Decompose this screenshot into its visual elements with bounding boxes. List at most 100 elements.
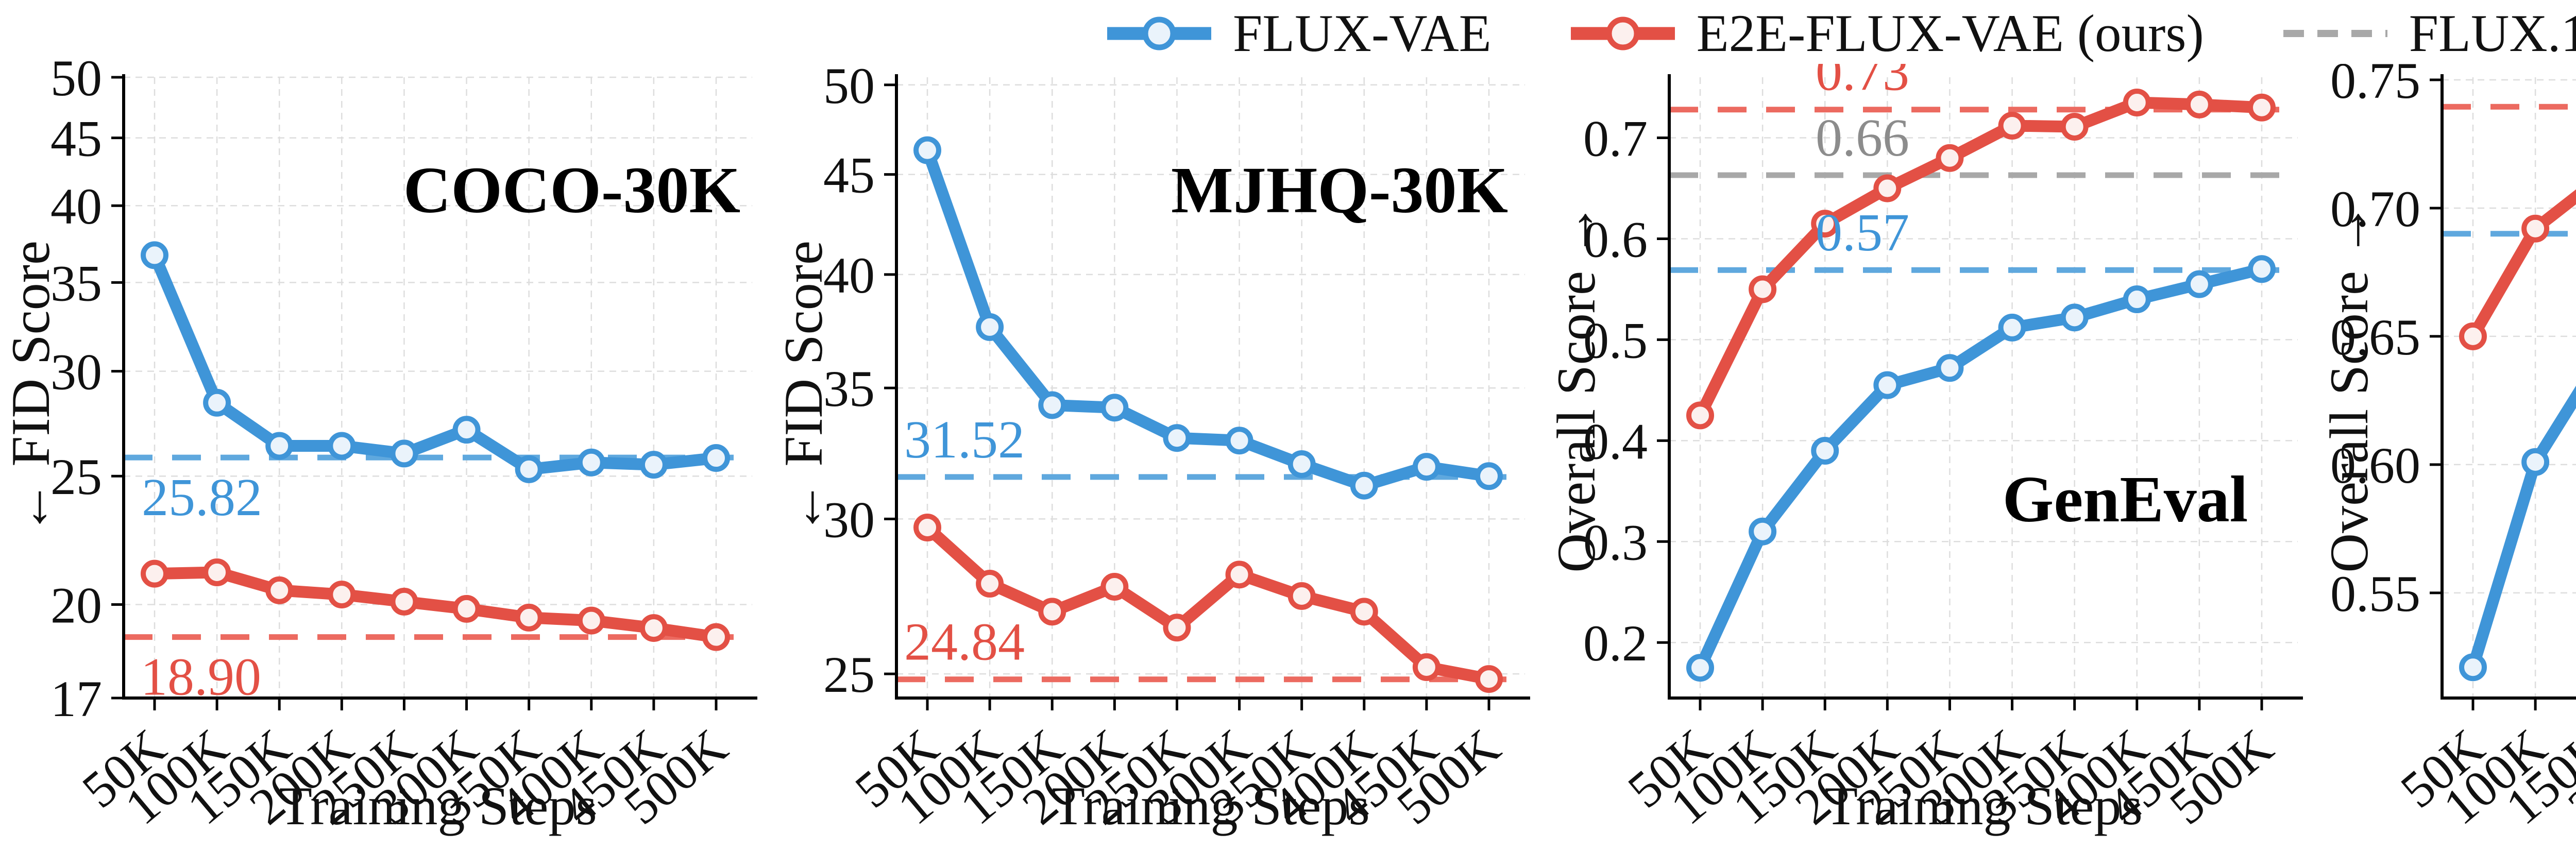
- ref-line-value-label: 31.52: [904, 410, 1025, 469]
- y-tick-label: 0.2: [1583, 615, 1648, 672]
- series-line: [2467, 385, 2576, 673]
- chart-title: COCO-30K: [403, 154, 740, 227]
- series-line: [1694, 96, 2268, 421]
- data-point-marker: [390, 587, 418, 616]
- data-point-marker: [1412, 653, 1440, 682]
- data-point-marker: [328, 581, 356, 609]
- data-point-marker: [141, 241, 168, 269]
- data-point-marker: [265, 432, 294, 460]
- data-point-marker: [1475, 665, 1503, 693]
- data-point-marker: [452, 594, 481, 623]
- y-tick-label: 30: [50, 344, 102, 401]
- data-point-marker: [976, 313, 1004, 341]
- ref-line-value-label: 0.66: [1816, 108, 1909, 167]
- data-point-marker: [577, 448, 605, 477]
- y-tick-label: 0.3: [1583, 514, 1648, 571]
- y-tick-label: 0.5: [1583, 312, 1648, 369]
- y-tick-label: 17: [50, 670, 102, 727]
- chart-title: GenEval: [2003, 463, 2248, 536]
- series-line: [921, 521, 1495, 685]
- data-point-marker: [2521, 448, 2550, 476]
- chart-mjhq-30k: 25 30 35 40 45 50 50K 100K 150K 200K 250K 300K 350K 4…: [773, 0, 1546, 850]
- series-line: [1694, 263, 2268, 674]
- y-tick-label: 25: [50, 448, 102, 505]
- data-point-marker: [1225, 427, 1253, 455]
- y-tick-label: 50: [823, 57, 875, 114]
- y-tick-label: 0.55: [2330, 565, 2420, 622]
- data-point-marker: [2185, 270, 2213, 298]
- data-point-marker: [1998, 112, 2026, 140]
- data-point-marker: [1475, 462, 1503, 490]
- data-point-marker: [1811, 436, 1839, 465]
- dashed-line-icon: [2283, 30, 2387, 37]
- data-point-marker: [1936, 354, 1964, 382]
- data-point-marker: [515, 603, 543, 632]
- data-point-marker: [1350, 471, 1378, 500]
- x-axis-label: Training Steps: [279, 776, 597, 836]
- data-point-marker: [702, 623, 730, 651]
- chart-title: MJHQ-30K: [1171, 154, 1508, 227]
- legend-item-flux-vae: FLUX-VAE: [1105, 3, 1492, 64]
- data-point-marker: [1100, 394, 1129, 422]
- data-point-marker: [1163, 614, 1191, 642]
- data-point-marker: [1350, 598, 1378, 626]
- chart-canvas: 0.550.600.650.700.7550K100K150K200K250K3…: [2319, 52, 2576, 836]
- data-point-marker: [1287, 450, 1316, 478]
- legend: FLUX-VAE E2E-FLUX-VAE (ours) FLUX.1-dev: [1105, 3, 2576, 64]
- data-point-marker: [1038, 391, 1066, 419]
- data-point-marker: [639, 614, 668, 642]
- data-point-marker: [1998, 313, 2026, 342]
- data-point-marker: [1686, 654, 1714, 682]
- y-tick-label: 0.60: [2330, 437, 2420, 494]
- y-tick-label: 25: [823, 646, 875, 703]
- data-point-marker: [2123, 88, 2151, 116]
- data-point-marker: [328, 432, 356, 460]
- x-axis-label: Training Steps: [1824, 776, 2142, 836]
- data-point-marker: [203, 388, 231, 417]
- data-point-marker: [2459, 322, 2487, 350]
- data-point-marker: [1225, 560, 1253, 589]
- data-point-marker: [2185, 90, 2213, 118]
- chart-canvas: 25303540455050K100K150K200K250K300K350K4…: [773, 57, 1530, 836]
- data-point-marker: [1412, 453, 1440, 481]
- series-line: [148, 249, 722, 475]
- y-tick-label: 45: [823, 147, 875, 204]
- data-point-marker: [639, 451, 668, 479]
- data-point-marker: [913, 136, 941, 164]
- data-point-marker: [1100, 572, 1129, 601]
- y-axis-label: Overall Score →: [2319, 202, 2379, 572]
- y-tick-label: 50: [50, 49, 102, 107]
- data-point-marker: [1873, 174, 1902, 202]
- data-point-marker: [1686, 401, 1714, 430]
- y-tick-label: 0.65: [2330, 309, 2420, 366]
- data-point-marker: [1811, 210, 1839, 238]
- data-point-marker: [1873, 371, 1902, 399]
- data-point-marker: [2459, 653, 2487, 682]
- chart-geneval: 0.2 0.3 0.4 0.5 0.6 0.7 50K 100K 150K 200K 250K 300…: [1546, 0, 2318, 850]
- y-tick-label: 30: [823, 491, 875, 548]
- chart-coco-30k: 17 20 25 30 35 40 45 50 50K 100K 150K 200K 250K 300K 3…: [0, 0, 773, 850]
- y-tick-label: 40: [50, 178, 102, 235]
- legend-label-e2e-flux-vae: E2E-FLUX-VAE (ours): [1696, 4, 2204, 63]
- data-point-marker: [2060, 113, 2089, 141]
- y-tick-label: 0.7: [1583, 110, 1648, 167]
- data-point-marker: [390, 439, 418, 468]
- data-point-marker: [515, 455, 543, 483]
- y-tick-label: 40: [823, 247, 875, 304]
- data-point-marker: [1749, 275, 1777, 303]
- y-tick-label: 35: [823, 360, 875, 417]
- y-tick-label: 45: [50, 110, 102, 167]
- data-point-marker: [2521, 214, 2550, 243]
- data-point-marker: [1936, 144, 1964, 172]
- y-axis-label: Overall Score →: [1546, 202, 1606, 572]
- series-line: [148, 566, 722, 643]
- data-point-marker: [1287, 582, 1316, 610]
- chart-canvas: 172025303540455050K100K150K200K250K300K3…: [1, 49, 757, 836]
- data-point-marker: [2123, 285, 2151, 314]
- data-point-marker: [2060, 303, 2089, 332]
- line-circle-marker-icon: [1107, 16, 1212, 50]
- data-point-marker: [452, 416, 481, 444]
- legend-label-flux-vae: FLUX-VAE: [1233, 4, 1492, 63]
- legend-label-flux1-dev: FLUX.1-dev: [2409, 4, 2576, 63]
